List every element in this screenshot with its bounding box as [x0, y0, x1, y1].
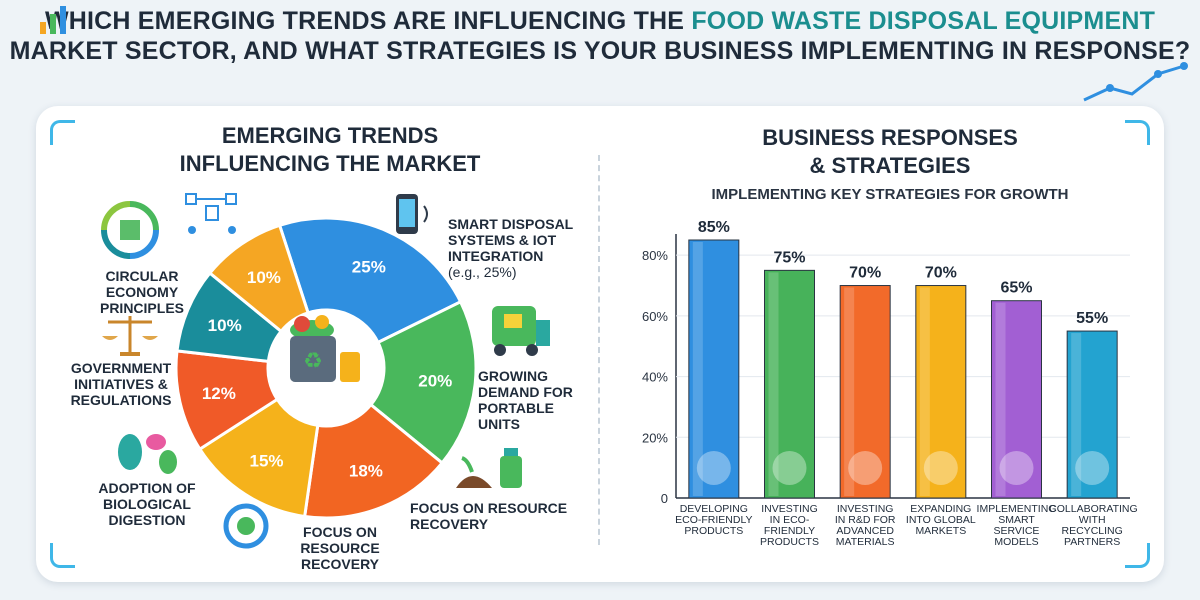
donut-slice-label: 12%	[202, 384, 236, 403]
x-category-label: Implementing smart service models	[976, 503, 1057, 548]
right-section-title: Business responses & strategies	[640, 124, 1140, 180]
bar-highlight	[919, 287, 930, 496]
donut-slice-label: 18%	[349, 462, 383, 481]
bar	[991, 300, 1042, 499]
svg-text:♻: ♻	[303, 348, 323, 373]
donut-slice-label: 25%	[352, 258, 386, 277]
label-resource-recovery-right: Focus on resource recovery	[410, 500, 568, 532]
portable-unit-icon	[492, 306, 550, 356]
right-title-line-2: & strategies	[809, 153, 971, 178]
section-divider	[598, 155, 600, 545]
bar-highlight	[995, 302, 1006, 496]
x-category-label: Investing in R&D for advanced materials	[834, 503, 896, 548]
title-accent: food waste disposal equipment	[691, 7, 1156, 35]
donut-slice	[197, 397, 320, 519]
corner-decor	[50, 120, 75, 145]
bar	[688, 239, 740, 499]
corner-decor	[1125, 120, 1150, 145]
y-tick-label: 60%	[642, 309, 668, 324]
page-title: Which emerging trends are influencing th…	[0, 6, 1200, 66]
label-circular-economy: Circular economy principles	[99, 268, 184, 316]
bar-emblem-icon	[1075, 451, 1110, 485]
bar-value-label: 70%	[925, 265, 957, 282]
title-text-2: market sector, and what strategies is yo…	[9, 37, 1191, 65]
donut-slice-label: 20%	[418, 372, 452, 391]
bar	[839, 285, 891, 499]
recycle-bin-icon: ♻	[290, 315, 360, 382]
bar-value-label: 70%	[849, 265, 881, 282]
bar-emblem-icon	[772, 451, 807, 485]
bar-emblem-icon	[848, 451, 883, 485]
bar	[1066, 330, 1118, 499]
corner-decor	[50, 543, 75, 568]
x-category-label: Developing eco-friendly products	[675, 503, 753, 537]
bar-value-label: 65%	[1000, 280, 1032, 297]
y-tick-label: 80%	[642, 248, 668, 263]
gear-cycle-icon	[223, 503, 269, 549]
donut-slice	[207, 223, 310, 334]
donut-slice	[277, 216, 463, 345]
donut-slice-label: 15%	[250, 452, 284, 471]
bar-value-label: 55%	[1076, 310, 1108, 327]
smartphone-icon	[396, 194, 428, 234]
trend-line-icon	[1083, 62, 1188, 102]
x-category-label: Expanding into global markets	[905, 503, 976, 537]
compost-icon	[456, 448, 522, 488]
right-title-line-1: Business responses	[762, 125, 1018, 150]
donut-slice	[302, 402, 445, 520]
left-title-line-1: Emerging trends	[221, 123, 439, 148]
recycle-arrows-icon	[101, 201, 159, 259]
title-text-1: Which emerging trends are influencing th…	[44, 7, 692, 35]
bar-highlight	[768, 272, 779, 496]
left-section-title: Emerging trends influencing the market	[130, 122, 530, 178]
label-biological-digestion: Adoption of biological digestion	[98, 480, 196, 528]
bar	[764, 269, 815, 499]
x-category-label: Collaborating with recycling partners	[1049, 503, 1138, 548]
donut-slice-label: 10%	[247, 268, 281, 287]
bar-emblem-icon	[923, 451, 958, 485]
donut-slice-label: 10%	[208, 316, 242, 335]
label-government-initiatives: Government initiatives & regulations	[70, 360, 172, 408]
label-smart-disposal: Smart disposal systems & IoT integration…	[448, 216, 574, 280]
y-tick-label: 40%	[642, 370, 668, 385]
smart-note: (e.g., 25%)	[448, 264, 517, 280]
bar-chart-icon	[40, 6, 66, 34]
bar-emblem-icon	[696, 451, 731, 485]
bar-highlight	[692, 242, 703, 496]
y-tick-label: 0	[661, 491, 668, 506]
bar-value-label: 85%	[698, 219, 730, 236]
bar-highlight	[1071, 333, 1082, 496]
scales-icon	[102, 316, 158, 356]
bar-highlight	[844, 287, 855, 496]
circuit-icon	[185, 193, 237, 234]
microbes-icon	[118, 434, 177, 474]
label-resource-recovery-bottom: Focus on resource recovery	[300, 524, 380, 572]
bar-chart-subtitle: Implementing key strategies for growth	[711, 186, 1069, 203]
left-title-line-2: influencing the market	[179, 151, 481, 176]
bar-emblem-icon	[999, 451, 1034, 485]
bar-value-label: 75%	[773, 249, 805, 266]
label-portable-units: Growing demand for portable units	[478, 368, 573, 432]
bar	[915, 285, 967, 499]
donut-slice	[368, 299, 478, 466]
x-category-label: Investing in eco-friendly products	[760, 503, 819, 548]
corner-decor	[1125, 543, 1150, 568]
y-tick-label: 20%	[642, 430, 668, 445]
